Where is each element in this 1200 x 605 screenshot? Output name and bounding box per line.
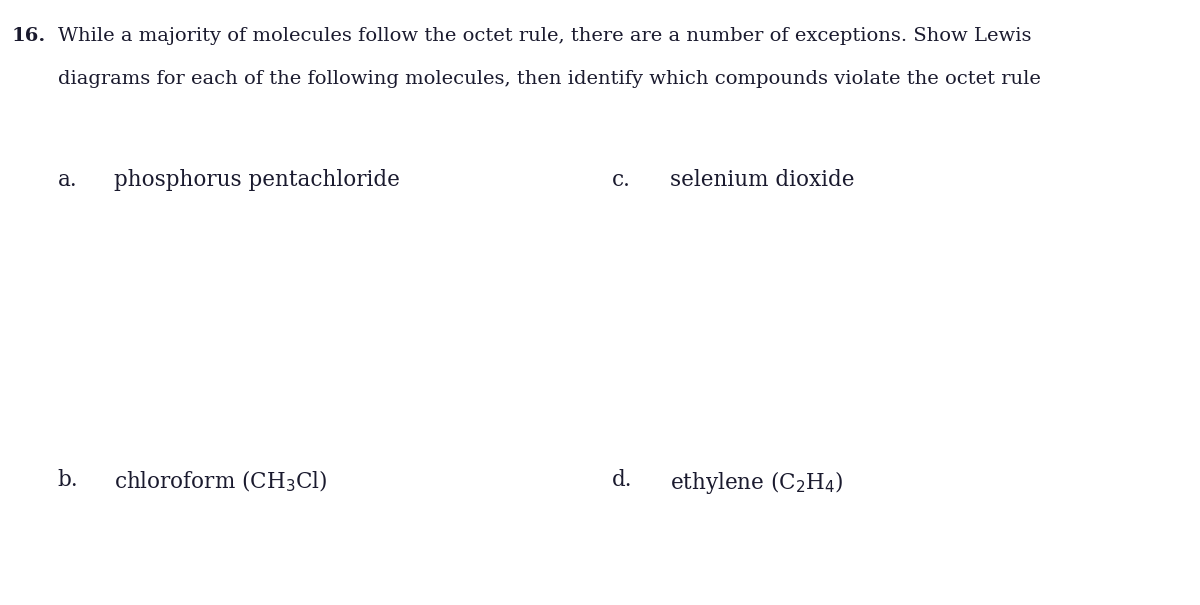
Text: While a majority of molecules follow the octet rule, there are a number of excep: While a majority of molecules follow the…: [58, 27, 1031, 45]
Text: selenium dioxide: selenium dioxide: [670, 169, 854, 191]
Text: phosphorus pentachloride: phosphorus pentachloride: [114, 169, 400, 191]
Text: ethylene (C$_2$H$_4$): ethylene (C$_2$H$_4$): [670, 469, 844, 496]
Text: b.: b.: [58, 469, 78, 491]
Text: c.: c.: [612, 169, 631, 191]
Text: chloroform (CH$_3$Cl): chloroform (CH$_3$Cl): [114, 469, 328, 494]
Text: diagrams for each of the following molecules, then identify which compounds viol: diagrams for each of the following molec…: [58, 70, 1040, 88]
Text: d.: d.: [612, 469, 632, 491]
Text: a.: a.: [58, 169, 77, 191]
Text: 16.: 16.: [12, 27, 47, 45]
